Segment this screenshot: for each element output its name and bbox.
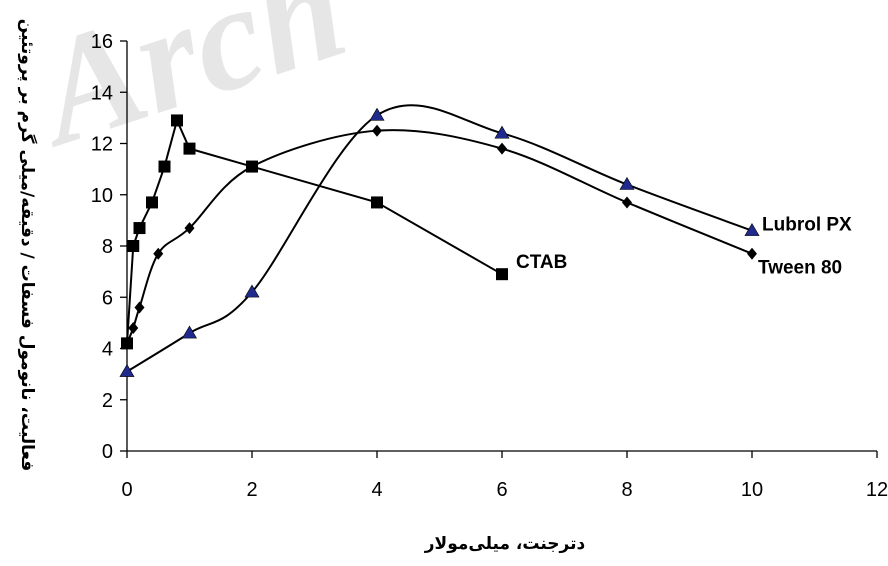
- y-tick-label: 0: [102, 441, 113, 463]
- data-point-ctab: [127, 240, 140, 252]
- y-tick-label: 2: [102, 390, 113, 412]
- y-tick-label: 4: [102, 339, 113, 361]
- y-tick-label: 8: [102, 236, 113, 258]
- data-point-ctab: [371, 196, 383, 209]
- data-point-tween-80: [372, 124, 382, 137]
- series-label-lubrol-px: Lubrol PX: [762, 215, 852, 236]
- x-tick-label: 0: [121, 479, 132, 501]
- y-tick-label: 14: [91, 82, 113, 104]
- y-tick-label: 16: [91, 31, 113, 53]
- data-point-tween-80: [247, 160, 257, 173]
- x-tick-label: 10: [741, 479, 763, 501]
- y-tick-label: 6: [102, 287, 113, 309]
- data-point-tween-80: [184, 222, 195, 235]
- data-point-tween-80: [128, 322, 139, 334]
- series-label-tween-80: Tween 80: [758, 258, 842, 279]
- data-point-ctab: [171, 114, 183, 127]
- series-line-ctab: [126, 117, 503, 344]
- series-label-ctab: CTAB: [516, 252, 567, 273]
- x-tick-label: 8: [621, 479, 632, 501]
- series-labels: CTAB Tween 80 Lubrol PX: [516, 215, 852, 279]
- x-tick-label: 6: [496, 479, 507, 501]
- x-axis-title: دترجنت، میلی‌مولار: [424, 534, 586, 554]
- axes: 0 2 4 6 8 10 12 14 16 0 2 4 6 8 10 12: [91, 31, 888, 501]
- series-layer: [119, 104, 760, 377]
- data-point-tween-80: [497, 142, 507, 155]
- data-point-lubrol-px: [369, 107, 385, 121]
- data-point-ctab: [496, 268, 508, 281]
- data-point-lubrol-px: [244, 284, 260, 298]
- y-tick-label: 10: [91, 185, 113, 207]
- data-point-ctab: [146, 196, 158, 209]
- data-point-ctab: [133, 222, 146, 235]
- data-point-lubrol-px: [494, 125, 510, 139]
- data-point-tween-80: [747, 247, 757, 260]
- x-tick-label: 2: [246, 479, 257, 501]
- x-tick-label: 4: [371, 479, 382, 501]
- data-point-tween-80: [122, 337, 132, 350]
- data-point-lubrol-px: [119, 363, 135, 377]
- data-point-lubrol-px: [619, 176, 635, 190]
- data-point-lubrol-px: [181, 325, 198, 339]
- data-point-tween-80: [153, 247, 164, 260]
- data-point-tween-80: [134, 301, 145, 314]
- data-point-lubrol-px: [744, 223, 760, 236]
- data-point-ctab: [183, 142, 196, 155]
- data-point-ctab: [158, 160, 171, 173]
- series-line-tween-80: [126, 129, 753, 344]
- y-tick-label: 12: [91, 134, 113, 156]
- y-axis-title: فعالیت، نانومول فسفات / دقیقه/میلی گرم ب…: [17, 19, 38, 472]
- x-tick-label: 12: [866, 479, 888, 501]
- data-point-tween-80: [622, 196, 632, 209]
